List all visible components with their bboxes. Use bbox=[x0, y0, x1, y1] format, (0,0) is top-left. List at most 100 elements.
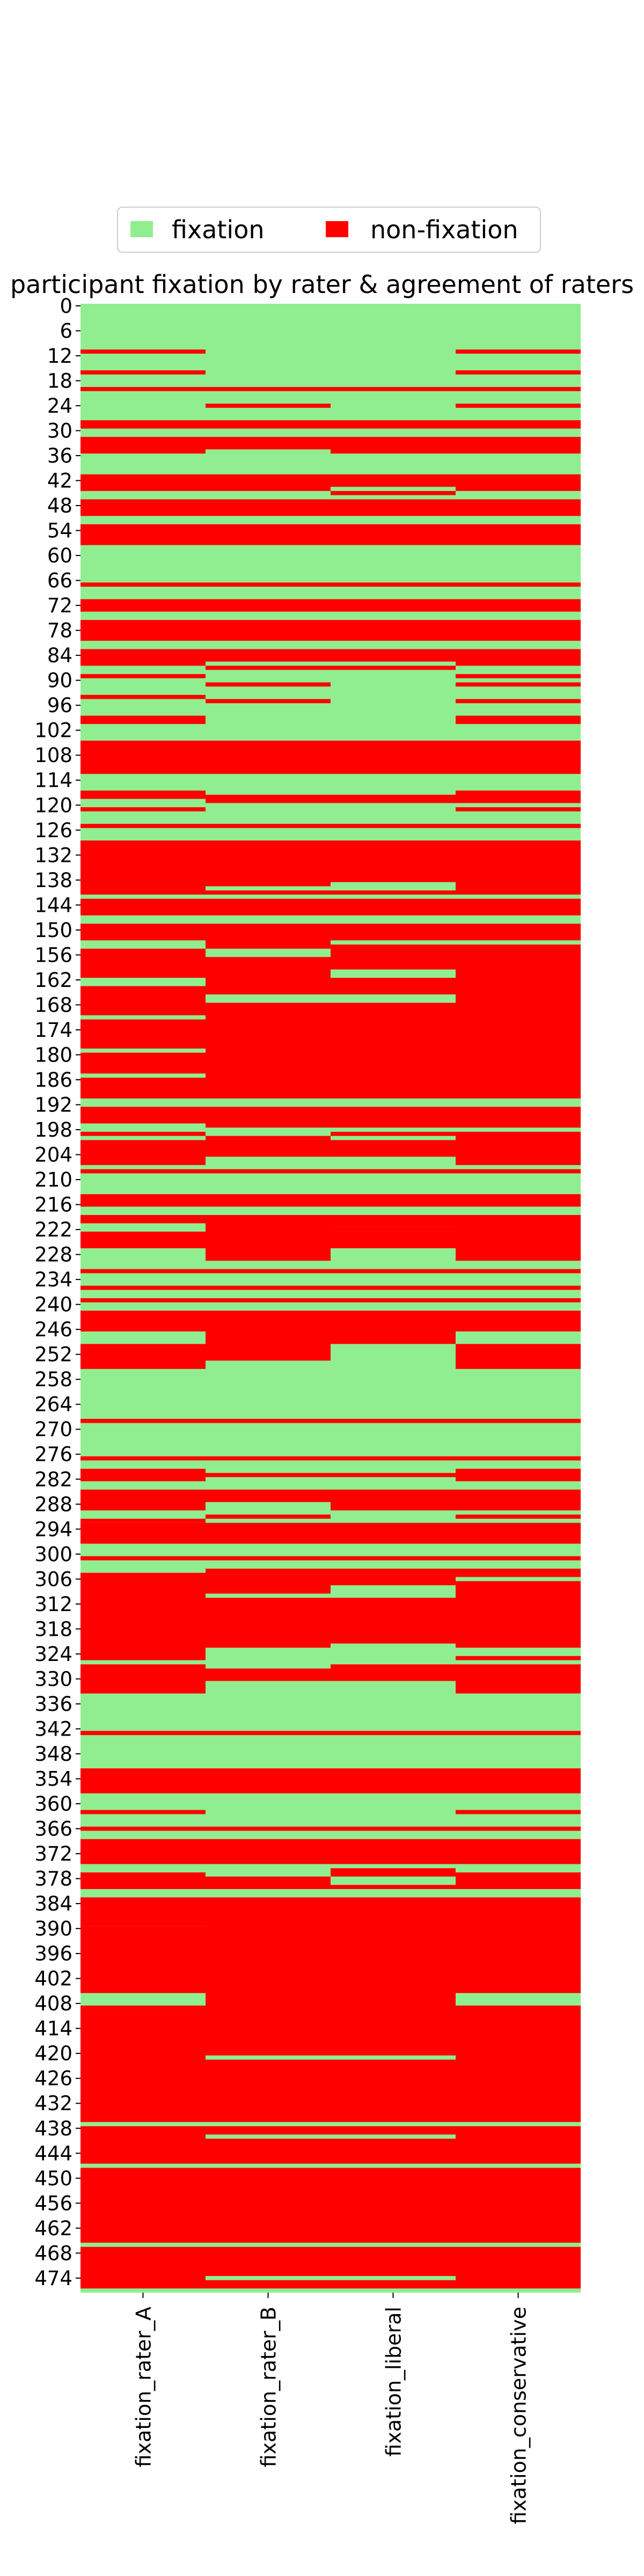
heatmap-cell-non-fixation bbox=[80, 1926, 206, 1981]
heatmap-cell-non-fixation bbox=[456, 437, 581, 454]
heatmap-cell-non-fixation bbox=[80, 1298, 206, 1302]
y-tick-label: 468 bbox=[34, 2242, 72, 2265]
y-tick-label: 462 bbox=[34, 2217, 72, 2240]
heatmap-cell-non-fixation bbox=[80, 1344, 206, 1369]
heatmap-cell-non-fixation bbox=[80, 599, 206, 612]
heatmap-cell-non-fixation bbox=[331, 824, 456, 828]
heatmap-cell-non-fixation bbox=[206, 1169, 331, 1174]
heatmap-cell-non-fixation bbox=[80, 1839, 206, 1864]
y-tick-label: 60 bbox=[47, 544, 72, 567]
y-tick-label: 78 bbox=[47, 619, 72, 642]
heatmap-cell-non-fixation bbox=[206, 1136, 331, 1157]
heatmap-cell-non-fixation bbox=[206, 1980, 331, 2056]
heatmap-cell-non-fixation bbox=[206, 2246, 331, 2276]
heatmap-cell-non-fixation bbox=[80, 1418, 206, 1423]
y-tick-label: 276 bbox=[34, 1443, 72, 1466]
heatmap-cell-non-fixation bbox=[80, 1897, 206, 1927]
y-tick-label: 0 bbox=[60, 295, 72, 318]
heatmap-cell-non-fixation bbox=[80, 2014, 206, 2123]
heatmap-cell-non-fixation bbox=[80, 1285, 206, 1290]
heatmap-cell-non-fixation bbox=[80, 349, 206, 354]
y-tick-label: 288 bbox=[34, 1493, 72, 1516]
heatmap-cell-non-fixation bbox=[80, 524, 206, 545]
y-tick-label: 240 bbox=[34, 1293, 72, 1316]
heatmap-cell-non-fixation bbox=[206, 404, 331, 408]
heatmap-cell-non-fixation bbox=[456, 2168, 581, 2243]
heatmap-cell-non-fixation bbox=[80, 2126, 206, 2164]
heatmap-cell-non-fixation bbox=[80, 1140, 206, 1165]
heatmap-cell-non-fixation bbox=[206, 620, 331, 641]
heatmap-cell-non-fixation bbox=[206, 1876, 331, 1889]
heatmap-cell-non-fixation bbox=[331, 1473, 456, 1477]
chart-title: participant fixation by rater & agreemen… bbox=[10, 270, 634, 299]
y-tick-label: 360 bbox=[34, 1792, 72, 1816]
heatmap-cell-non-fixation bbox=[206, 1897, 331, 1981]
heatmap-cell-non-fixation bbox=[80, 1523, 206, 1544]
heatmap-cell-non-fixation bbox=[456, 1581, 581, 1648]
heatmap-cell-non-fixation bbox=[456, 1107, 581, 1128]
heatmap-cell-non-fixation bbox=[331, 1826, 456, 1831]
heatmap-cell-non-fixation bbox=[456, 699, 581, 704]
y-tick-label: 456 bbox=[34, 2192, 72, 2215]
heatmap-cell-non-fixation bbox=[206, 1668, 331, 1681]
heatmap-cell-non-fixation bbox=[331, 924, 456, 941]
heatmap-cell-non-fixation bbox=[456, 582, 581, 587]
heatmap-cell-non-fixation bbox=[456, 1656, 581, 1660]
heatmap-cell-non-fixation bbox=[206, 524, 331, 545]
heatmap-cell-non-fixation bbox=[456, 404, 581, 408]
heatmap-cell-non-fixation bbox=[206, 1456, 331, 1461]
heatmap-cell-non-fixation bbox=[80, 1664, 206, 1694]
y-tick-label: 48 bbox=[47, 494, 72, 517]
heatmap-cell-non-fixation bbox=[331, 1298, 456, 1302]
heatmap-cell-non-fixation bbox=[206, 499, 331, 516]
heatmap-cell-non-fixation bbox=[80, 1826, 206, 1831]
heatmap-cell-non-fixation bbox=[456, 1556, 581, 1561]
y-tick-label: 216 bbox=[34, 1194, 72, 1217]
heatmap-cell-non-fixation bbox=[456, 1298, 581, 1302]
heatmap-cell-non-fixation bbox=[206, 1107, 331, 1128]
heatmap-cell-non-fixation bbox=[206, 1598, 331, 1648]
heatmap-cell-non-fixation bbox=[331, 2168, 456, 2243]
heatmap-cell-non-fixation bbox=[80, 620, 206, 641]
legend-swatch-fixation bbox=[130, 221, 153, 237]
heatmap-cell-non-fixation bbox=[456, 1980, 581, 1993]
heatmap-cell-non-fixation bbox=[331, 1194, 456, 1207]
heatmap-cell-non-fixation bbox=[206, 2139, 331, 2164]
heatmap-cell-non-fixation bbox=[456, 1664, 581, 1694]
heatmap-cell-non-fixation bbox=[206, 1002, 331, 1099]
heatmap-cell-non-fixation bbox=[331, 1556, 456, 1561]
y-tick-label: 30 bbox=[47, 419, 72, 442]
heatmap-cell-non-fixation bbox=[456, 599, 581, 612]
heatmap-cell-non-fixation bbox=[206, 840, 331, 887]
y-tick-label: 282 bbox=[34, 1468, 72, 1491]
heatmap-cell-non-fixation bbox=[80, 1731, 206, 1736]
heatmap-cell-non-fixation bbox=[331, 978, 456, 995]
y-tick-label: 336 bbox=[34, 1693, 72, 1716]
heatmap-cell-non-fixation bbox=[456, 1285, 581, 1290]
heatmap-cell-non-fixation bbox=[80, 420, 206, 429]
heatmap-cell-non-fixation bbox=[456, 1344, 581, 1369]
y-tick-label: 408 bbox=[34, 1992, 72, 2015]
y-tick-label: 348 bbox=[34, 1743, 72, 1766]
heatmap-cell-non-fixation bbox=[80, 1572, 206, 1660]
legend: fixation non-fixation bbox=[117, 207, 541, 253]
y-tick-label: 222 bbox=[34, 1218, 72, 1241]
x-tick-label: fixation_rater_A bbox=[132, 2307, 156, 2467]
heatmap-cell-non-fixation bbox=[206, 957, 331, 995]
heatmap-cell-non-fixation bbox=[456, 1731, 581, 1736]
y-tick-label: 264 bbox=[34, 1393, 72, 1416]
heatmap-cell-non-fixation bbox=[331, 1568, 456, 1585]
heatmap-cell-non-fixation bbox=[331, 2126, 456, 2135]
y-tick-label: 150 bbox=[34, 919, 72, 942]
heatmap-cell-non-fixation bbox=[456, 1468, 581, 1482]
y-tick-label: 138 bbox=[34, 869, 72, 892]
y-tick-label: 204 bbox=[34, 1144, 72, 1167]
y-tick-label: 402 bbox=[34, 1967, 72, 1990]
heatmap-cell-non-fixation bbox=[331, 620, 456, 641]
heatmap-cell-non-fixation bbox=[80, 898, 206, 916]
y-tick-label: 24 bbox=[47, 394, 72, 418]
y-tick-label: 390 bbox=[34, 1918, 72, 1941]
y-tick-label: 246 bbox=[34, 1318, 72, 1341]
heatmap-cell-non-fixation bbox=[206, 2059, 331, 2123]
